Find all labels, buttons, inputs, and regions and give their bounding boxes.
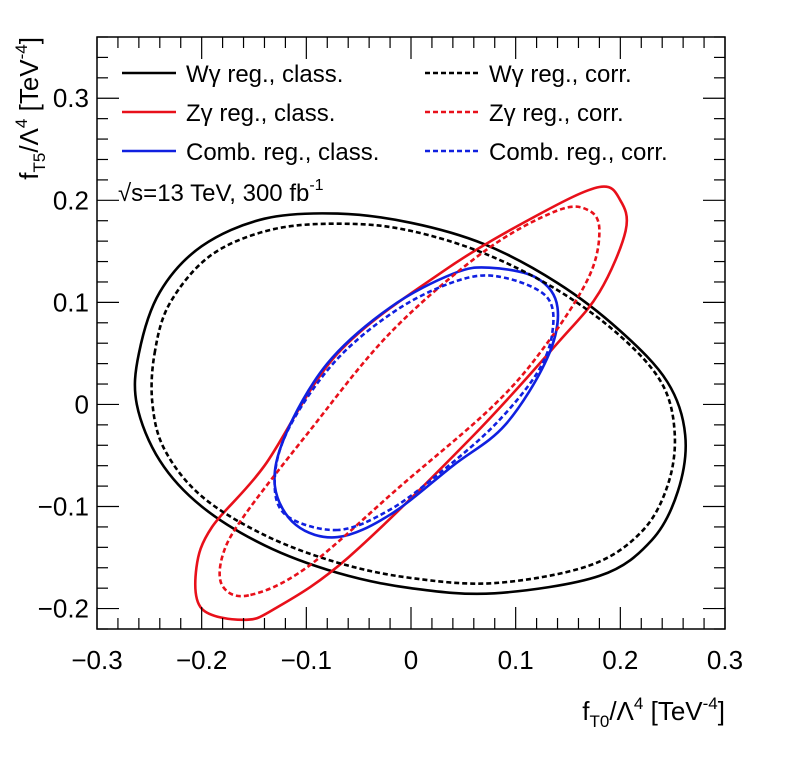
x-tick-label: −0.1 <box>281 645 332 675</box>
x-tick-label: 0 <box>404 645 418 675</box>
y-tick-label: 0 <box>75 389 89 419</box>
x-tick-label: 0.1 <box>498 645 534 675</box>
y-tick-label: −0.1 <box>38 492 89 522</box>
ticks-group <box>96 36 726 630</box>
legend-label: Wγ reg., corr. <box>489 61 632 88</box>
y-tick-label: 0.3 <box>53 83 89 113</box>
legend-label: Wγ reg., class. <box>186 61 343 88</box>
y-tick-label: −0.2 <box>38 594 89 624</box>
tick-labels-group: −0.3 −0.2 −0.1 0 0.1 0.2 0.3 −0.2 −0.1 0 0.1 0.2 0.3 <box>38 83 743 675</box>
x-tick-label: −0.3 <box>71 645 122 675</box>
contour-3 <box>150 222 677 585</box>
sqrt-symbol: √ <box>118 180 132 207</box>
legend-item: Zγ reg., corr. <box>425 100 624 127</box>
legend-label: Comb. reg., corr. <box>489 139 668 166</box>
y-axis-title: fT5/Λ4 [TeV-4] <box>12 37 49 180</box>
y-tick-label: 0.2 <box>53 185 89 215</box>
plot-frame <box>96 36 726 630</box>
legend-label: Zγ reg., corr. <box>489 100 624 127</box>
legend-item: Zγ reg., class. <box>122 100 335 127</box>
legend-item: Comb. reg., corr. <box>425 139 668 166</box>
y-tick-label: 0.1 <box>53 287 89 317</box>
curves-group <box>133 185 687 622</box>
x-axis-title: fT0/Λ4 [TeV-4] <box>582 694 725 731</box>
x-tick-label: 0.2 <box>602 645 638 675</box>
legend-label: Zγ reg., class. <box>186 100 335 127</box>
contour-5 <box>273 274 555 532</box>
legend-item: Wγ reg., corr. <box>425 61 632 88</box>
x-tick-label: −0.2 <box>176 645 227 675</box>
legend-item: Wγ reg., class. <box>122 61 343 88</box>
legend-item: Comb. reg., class. <box>122 139 379 166</box>
annotation-sup: -1 <box>309 177 323 194</box>
contour-0 <box>133 212 687 596</box>
annotation-text: s=13 TeV, 300 fb <box>131 180 309 207</box>
legend: Wγ reg., class. Wγ reg., corr. Zγ reg., cl… <box>122 61 668 166</box>
energy-annotation: √s=13 TeV, 300 fb-1 <box>118 177 324 207</box>
contour-4 <box>218 205 601 598</box>
x-tick-label: 0.3 <box>707 645 743 675</box>
legend-label: Comb. reg., class. <box>186 139 379 166</box>
